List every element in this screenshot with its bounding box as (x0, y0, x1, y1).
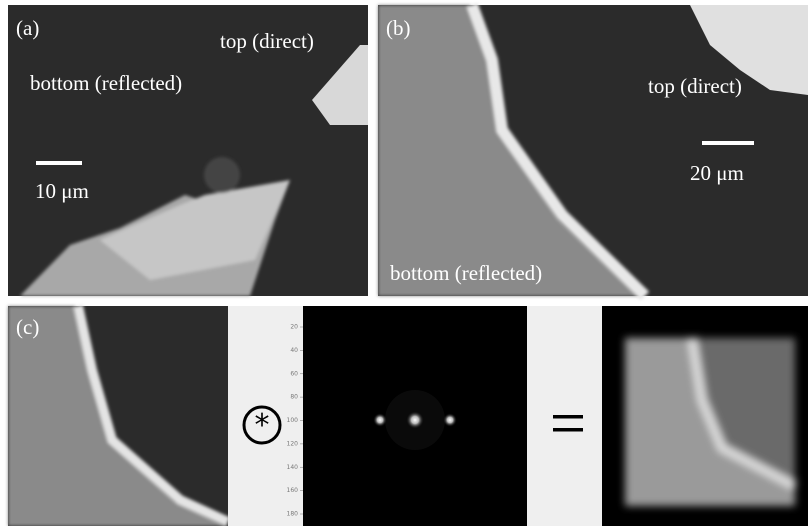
top-label: top (direct) (220, 29, 314, 53)
panel-label: (a) (16, 16, 39, 40)
kernel-dot (406, 411, 424, 429)
tick-label: 160 (287, 487, 299, 494)
bottom-label: bottom (reflected) (390, 261, 542, 285)
scale-label: 20 μm (690, 161, 744, 185)
tick-label: 140 (287, 464, 299, 471)
panel-b: (b) top (direct) 20 μm bottom (reflected… (378, 5, 808, 296)
scale-bar (36, 161, 82, 165)
tick-label: 20 (290, 324, 298, 331)
tick-label: 40 (290, 347, 298, 354)
scale-label: 10 μm (35, 179, 89, 203)
tick-label: 80 (290, 394, 298, 401)
equals-sign (553, 428, 583, 432)
panel-label: (c) (16, 315, 39, 339)
scale-bar (702, 141, 754, 145)
figure: (a) top (direct) bottom (reflected) 10 μ… (0, 0, 812, 526)
tick-label: 180 (287, 511, 299, 518)
tick-label: 120 (287, 440, 299, 447)
bottom-label: bottom (reflected) (30, 71, 182, 95)
tick-label: 60 (290, 370, 298, 377)
panel-a: (a) top (direct) bottom (reflected) 10 μ… (8, 5, 368, 296)
equals-sign (553, 415, 583, 419)
panel-label: (b) (386, 16, 411, 40)
convolution-symbol: * (255, 408, 270, 443)
panel-c: (c) * (8, 306, 808, 526)
tick-label: 100 (287, 417, 299, 424)
result-blur (625, 338, 795, 506)
kernel-dot (373, 413, 387, 427)
top-label: top (direct) (648, 74, 742, 98)
kernel-dot (443, 413, 457, 427)
